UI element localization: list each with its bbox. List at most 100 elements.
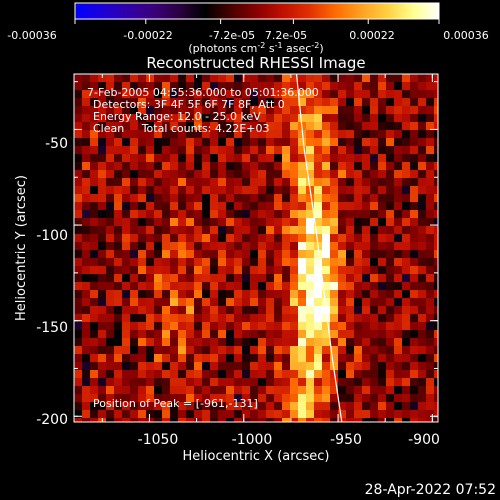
heatmap-cell	[226, 170, 235, 179]
heatmap-cell	[402, 114, 411, 123]
heatmap-cell	[298, 138, 307, 147]
heatmap-cell	[274, 130, 283, 139]
heatmap-cell	[410, 258, 419, 267]
heatmap-cell	[90, 202, 99, 211]
heatmap-cell	[218, 402, 227, 411]
heatmap-cell	[290, 258, 299, 267]
heatmap-cell	[362, 330, 371, 339]
heatmap-cell	[106, 338, 115, 347]
heatmap-cell	[98, 234, 107, 243]
heatmap-cell	[226, 354, 235, 363]
colorbar-tick-label: 7.2e-05	[265, 29, 307, 42]
heatmap-cell	[434, 370, 438, 379]
heatmap-cell	[162, 114, 171, 123]
heatmap-cell	[210, 162, 219, 171]
heatmap-cell	[274, 186, 283, 195]
heatmap-cell	[306, 210, 315, 219]
heatmap-cell	[98, 90, 107, 99]
heatmap-cell	[386, 146, 395, 155]
heatmap-cell	[162, 410, 171, 419]
heatmap-cell	[418, 242, 427, 251]
heatmap-cell	[410, 122, 419, 131]
heatmap-cell	[258, 354, 267, 363]
heatmap-cell	[178, 306, 187, 315]
heatmap-cell	[82, 418, 91, 422]
heatmap-cell	[234, 346, 243, 355]
heatmap-cell	[378, 74, 387, 83]
heatmap-cell	[354, 402, 363, 411]
heatmap-cell	[242, 242, 251, 251]
heatmap-cell	[82, 106, 91, 115]
heatmap-cell	[274, 354, 283, 363]
heatmap-cell	[178, 282, 187, 291]
heatmap-cell	[226, 330, 235, 339]
heatmap-cell	[258, 162, 267, 171]
heatmap-cell	[394, 186, 403, 195]
heatmap-cell	[266, 266, 275, 275]
heatmap-cell	[274, 258, 283, 267]
heatmap-cell	[242, 170, 251, 179]
heatmap-cell	[138, 250, 147, 259]
heatmap-cell	[370, 162, 379, 171]
heatmap-cell	[162, 194, 171, 203]
heatmap-cell	[370, 90, 379, 99]
heatmap-cell	[250, 154, 259, 163]
heatmap-cell	[322, 314, 331, 323]
heatmap-cell	[122, 378, 131, 387]
heatmap-cell	[298, 322, 307, 331]
heatmap-cell	[130, 330, 139, 339]
heatmap-cell	[90, 226, 99, 235]
heatmap-cell	[370, 338, 379, 347]
heatmap-cell	[266, 330, 275, 339]
heatmap-cell	[146, 194, 155, 203]
heatmap-cell	[362, 410, 371, 419]
heatmap-cell	[346, 290, 355, 299]
heatmap-cell	[378, 402, 387, 411]
heatmap-cell	[130, 138, 139, 147]
heatmap-cell	[202, 82, 211, 91]
heatmap-cell	[178, 218, 187, 227]
heatmap-cell	[426, 378, 435, 387]
heatmap-cell	[410, 218, 419, 227]
heatmap-cell	[258, 346, 267, 355]
heatmap-cell	[98, 282, 107, 291]
heatmap-cell	[306, 250, 315, 259]
heatmap-cell	[242, 306, 251, 315]
heatmap-cell	[354, 290, 363, 299]
heatmap-cell	[298, 74, 307, 83]
heatmap-cell	[290, 266, 299, 275]
heatmap-cell	[106, 250, 115, 259]
heatmap-cell	[322, 386, 331, 395]
heatmap-cell	[202, 354, 211, 363]
heatmap-cell	[146, 130, 155, 139]
heatmap-cell	[434, 210, 438, 219]
heatmap-cell	[298, 338, 307, 347]
heatmap-cell	[354, 258, 363, 267]
heatmap-cell	[394, 370, 403, 379]
heatmap-cell	[322, 130, 331, 139]
heatmap-cell	[178, 370, 187, 379]
heatmap-cell	[146, 354, 155, 363]
heatmap-cell	[146, 242, 155, 251]
heatmap-cell	[418, 314, 427, 323]
heatmap-cell	[162, 282, 171, 291]
heatmap-cell	[426, 146, 435, 155]
heatmap-cell	[418, 146, 427, 155]
heatmap-cell	[354, 298, 363, 307]
heatmap-cell	[114, 338, 123, 347]
heatmap-cell	[282, 362, 291, 371]
heatmap-cell	[210, 274, 219, 283]
heatmap-cell	[274, 322, 283, 331]
heatmap-cell	[354, 394, 363, 403]
heatmap-cell	[74, 170, 83, 179]
heatmap-cell	[394, 290, 403, 299]
heatmap-cell	[354, 322, 363, 331]
heatmap-cell	[210, 386, 219, 395]
heatmap-cell	[250, 386, 259, 395]
heatmap-cell	[306, 122, 315, 131]
heatmap-cell	[322, 226, 331, 235]
heatmap-cell	[226, 402, 235, 411]
heatmap-cell	[146, 154, 155, 163]
heatmap-cell	[258, 114, 267, 123]
heatmap-cell	[130, 346, 139, 355]
